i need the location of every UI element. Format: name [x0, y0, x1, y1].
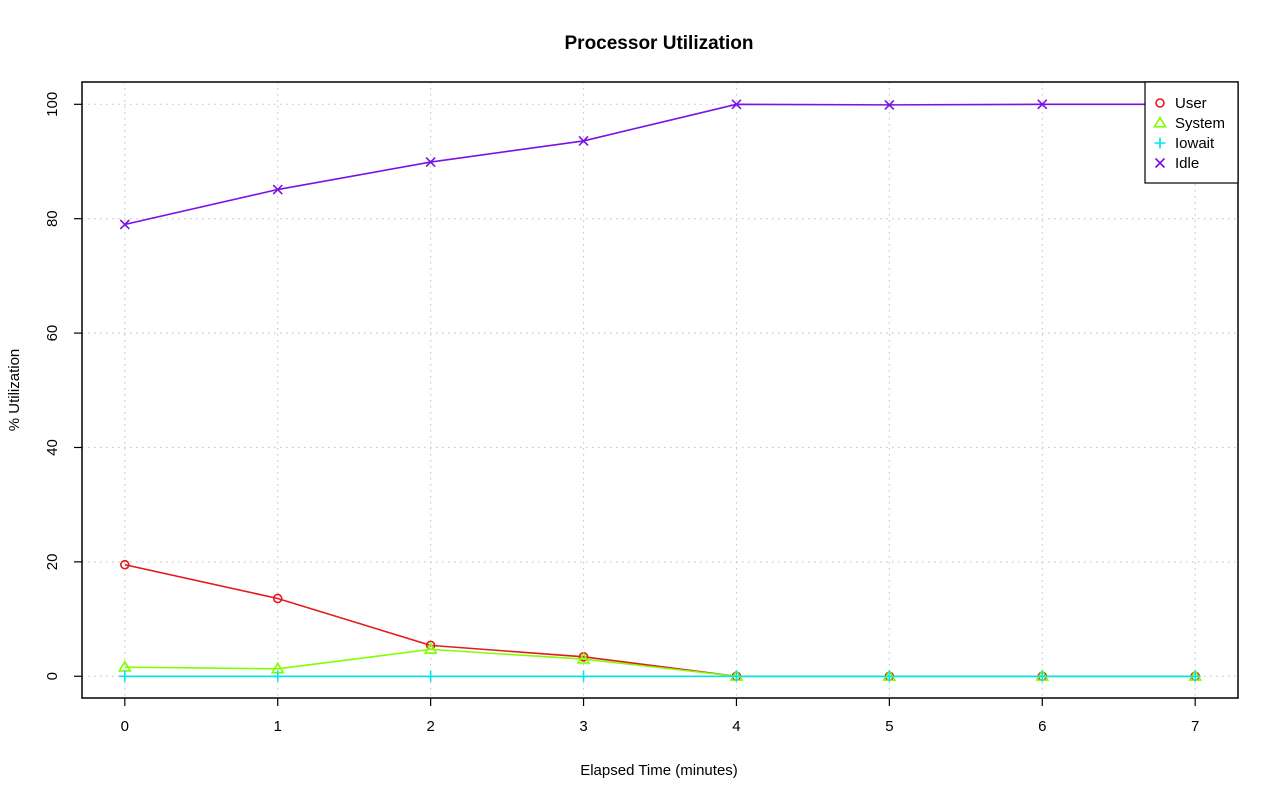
point-idle-6	[1037, 99, 1048, 110]
legend-marker-system	[1153, 115, 1167, 128]
point-iowait-6	[1036, 670, 1048, 682]
legend-marker-idle	[1154, 157, 1166, 169]
y-axis: 0 20 40 60 80 100	[44, 92, 82, 680]
series-user	[120, 559, 1200, 682]
plot-frame	[81, 81, 1239, 699]
y-tick-label: 80	[44, 210, 61, 227]
x-tick-label: 6	[1038, 718, 1046, 735]
x-tick-label: 3	[579, 718, 587, 735]
x-tick-label: 5	[885, 718, 893, 735]
y-tick-label: 20	[44, 554, 61, 571]
point-iowait-5	[883, 670, 895, 682]
series-idle	[119, 99, 1201, 230]
x-tick-label: 1	[274, 718, 282, 735]
x-tick-label: 2	[426, 718, 434, 735]
point-idle-5	[884, 99, 895, 110]
point-system-0	[117, 660, 132, 672]
point-iowait-0	[119, 670, 131, 682]
series-line-idle	[124, 103, 1196, 226]
legend: User System Iowait Idle	[1144, 81, 1239, 184]
x-tick-label: 0	[121, 718, 129, 735]
series-iowait	[119, 670, 1201, 682]
point-idle-2	[425, 157, 436, 168]
y-tick-label: 60	[44, 325, 61, 342]
point-idle-0	[119, 219, 130, 230]
point-system-3	[576, 652, 591, 664]
point-idle-1	[272, 184, 283, 195]
point-idle-3	[578, 135, 589, 146]
y-tick-label: 100	[44, 92, 61, 117]
legend-label-iowait: Iowait	[1175, 135, 1215, 152]
chart-title: Processor Utilization	[565, 33, 754, 54]
legend-label-system: System	[1175, 115, 1225, 132]
point-user-0	[120, 559, 130, 570]
point-iowait-4	[730, 670, 742, 682]
point-iowait-2	[425, 670, 437, 682]
legend-marker-iowait	[1154, 137, 1166, 149]
grid-layer	[82, 82, 1238, 698]
legend-marker-user	[1155, 98, 1165, 108]
x-tick-label: 7	[1191, 718, 1199, 735]
point-user-1	[272, 593, 283, 604]
legend-label-idle: Idle	[1175, 155, 1199, 172]
legend-label-user: User	[1175, 95, 1207, 112]
series-layer	[117, 99, 1203, 682]
point-iowait-1	[272, 670, 284, 682]
point-system-2	[423, 642, 438, 655]
series-line-system	[124, 648, 1196, 678]
y-tick-label: 0	[44, 672, 61, 680]
x-axis-label: Elapsed Time (minutes)	[580, 762, 738, 779]
point-idle-4	[731, 99, 742, 110]
y-axis-label: % Utilization	[6, 349, 23, 432]
x-axis: 0 1 2 3 4 5 6 7	[121, 698, 1199, 735]
x-tick-label: 4	[732, 718, 740, 735]
y-tick-label: 40	[44, 439, 61, 456]
point-iowait-3	[578, 670, 590, 682]
series-line-user	[124, 563, 1196, 678]
point-iowait-7	[1189, 670, 1201, 682]
